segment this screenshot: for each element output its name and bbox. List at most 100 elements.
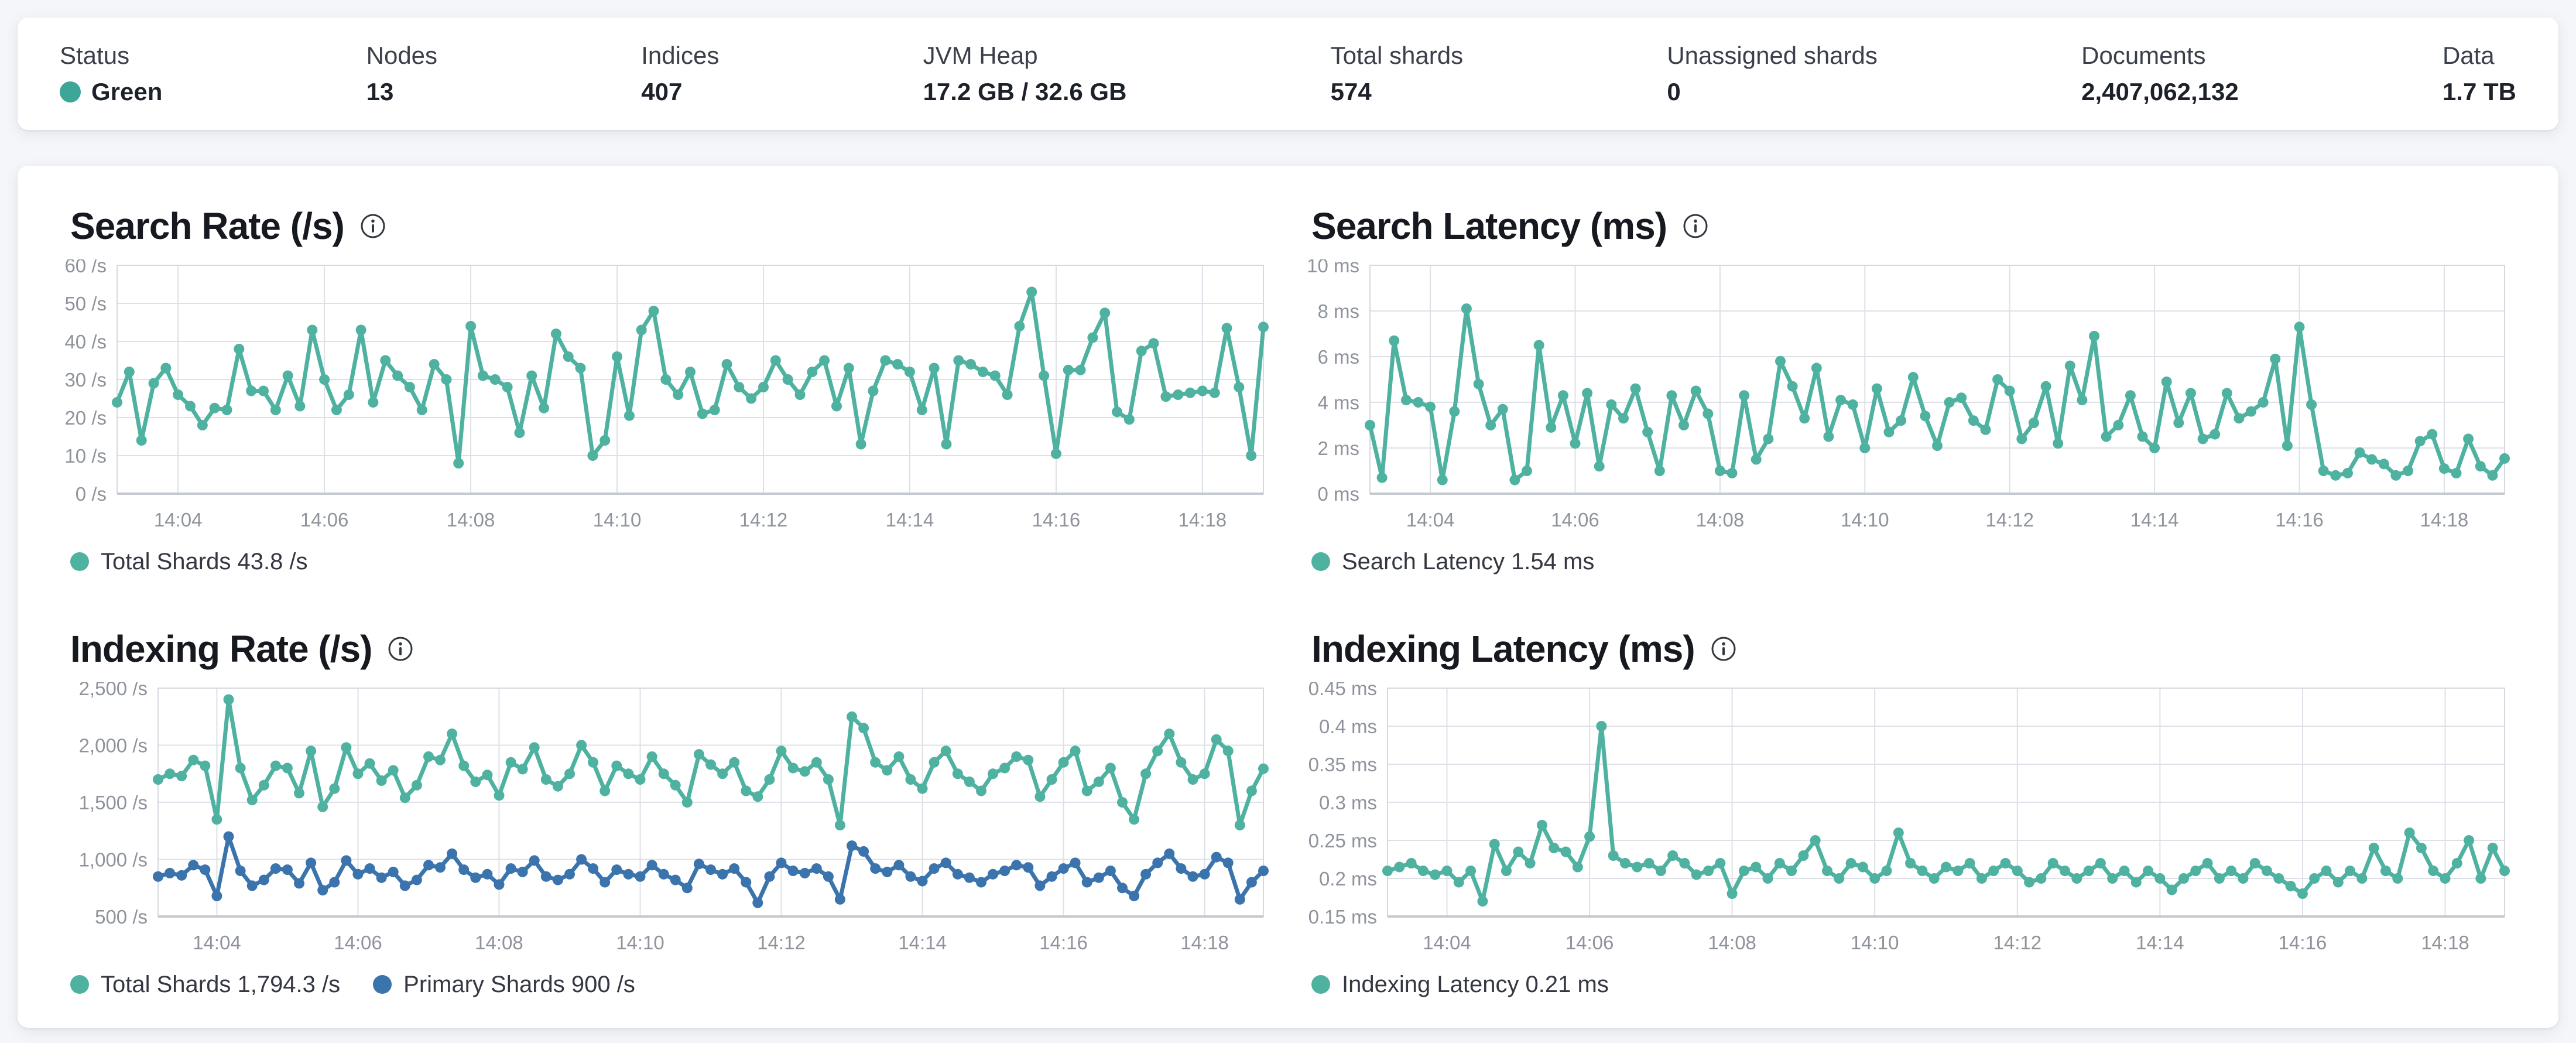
svg-text:14:08: 14:08 <box>475 932 523 953</box>
chart-search-rate: Search Rate (/s) 0 /s 10 /s 20 /s 30 /s 40 /… <box>53 201 1270 578</box>
chart-legend: Search Latency 1.54 ms <box>1311 545 2512 578</box>
svg-text:14:10: 14:10 <box>616 932 664 953</box>
stat-value: 17.2 GB / 32.6 GB <box>923 78 1127 105</box>
stat-unassigned-shards: Unassigned shards 0 <box>1667 42 1878 106</box>
chart-header: Search Rate (/s) <box>70 201 1270 251</box>
svg-text:14:18: 14:18 <box>1179 509 1227 531</box>
svg-text:0.25 ms: 0.25 ms <box>1308 830 1377 852</box>
svg-text:14:18: 14:18 <box>2421 932 2469 953</box>
stat-label: Total shards <box>1330 42 1464 69</box>
svg-text:14:16: 14:16 <box>1032 509 1081 531</box>
stat-value: 1.7 TB <box>2442 78 2516 105</box>
svg-text:10 /s: 10 /s <box>64 445 107 467</box>
status-health-dot-icon <box>60 81 81 102</box>
svg-text:0.4 ms: 0.4 ms <box>1319 716 1377 737</box>
legend-item: Total Shards 43.8 /s <box>70 549 308 575</box>
svg-text:14:16: 14:16 <box>2275 509 2324 531</box>
chart-title: Search Latency (ms) <box>1311 205 1667 247</box>
svg-text:14:04: 14:04 <box>1423 932 1471 953</box>
svg-text:0.45 ms: 0.45 ms <box>1308 682 1377 699</box>
legend-dot-icon <box>1311 975 1330 994</box>
svg-text:1,000 /s: 1,000 /s <box>79 849 148 871</box>
chart-indexing-rate: Indexing Rate (/s) 500 /s 1,000 /s 1,500 /… <box>53 624 1270 1001</box>
svg-text:0.15 ms: 0.15 ms <box>1308 906 1377 928</box>
stat-documents: Documents 2,407,062,132 <box>2081 42 2239 106</box>
legend-dot-icon <box>373 975 392 994</box>
svg-text:60 /s: 60 /s <box>64 259 107 276</box>
svg-text:14:14: 14:14 <box>2136 932 2184 953</box>
svg-text:14:08: 14:08 <box>1696 509 1745 531</box>
stat-label: Status <box>60 42 130 69</box>
chart-legend: Total Shards 43.8 /s <box>70 545 1270 578</box>
svg-text:14:12: 14:12 <box>1985 509 2034 531</box>
svg-text:1,500 /s: 1,500 /s <box>79 792 148 813</box>
svg-text:14:04: 14:04 <box>1406 509 1455 531</box>
svg-text:2,500 /s: 2,500 /s <box>79 682 148 699</box>
legend-label: Total Shards 1,794.3 /s <box>101 971 341 997</box>
indexing-latency-chart[interactable]: 0.15 ms 0.2 ms 0.25 ms 0.3 ms 0.35 ms 0.4 ms 0… <box>1294 682 2512 957</box>
svg-text:14:10: 14:10 <box>1851 932 1899 953</box>
svg-text:0.2 ms: 0.2 ms <box>1319 868 1377 890</box>
info-icon[interactable] <box>1682 213 1709 240</box>
svg-text:14:10: 14:10 <box>593 509 642 531</box>
status-text: Green <box>91 78 163 105</box>
stat-label: JVM Heap <box>923 42 1038 69</box>
svg-text:20 /s: 20 /s <box>64 407 107 429</box>
legend-label: Total Shards 43.8 /s <box>101 548 308 574</box>
svg-text:0 ms: 0 ms <box>1317 483 1359 505</box>
stat-value: 407 <box>641 78 683 105</box>
svg-text:14:14: 14:14 <box>898 932 947 953</box>
legend-dot-icon <box>70 552 89 571</box>
svg-text:14:16: 14:16 <box>1039 932 1088 953</box>
chart-title: Indexing Rate (/s) <box>70 628 372 670</box>
stat-jvm-heap: JVM Heap 17.2 GB / 32.6 GB <box>923 42 1127 106</box>
stat-value: 0 <box>1667 78 1681 105</box>
svg-text:14:06: 14:06 <box>334 932 382 953</box>
svg-text:14:12: 14:12 <box>1993 932 2041 953</box>
legend-item: Total Shards 1,794.3 /s <box>70 972 340 998</box>
legend-item: Search Latency 1.54 ms <box>1311 549 1594 575</box>
svg-text:2 ms: 2 ms <box>1317 437 1359 459</box>
svg-text:14:08: 14:08 <box>1708 932 1756 953</box>
svg-text:0.35 ms: 0.35 ms <box>1308 754 1377 775</box>
info-icon[interactable] <box>359 213 386 240</box>
stat-indices: Indices 407 <box>641 42 719 106</box>
search-latency-chart[interactable]: 0 ms 2 ms 4 ms 6 ms 8 ms 10 ms 14:04 14:06 14:08… <box>1294 259 2512 535</box>
svg-text:50 /s: 50 /s <box>64 293 107 314</box>
svg-text:6 ms: 6 ms <box>1317 346 1359 368</box>
svg-text:14:06: 14:06 <box>1566 932 1614 953</box>
cluster-status-bar: Status Green Nodes 13 Indices 407 JVM He… <box>18 18 2558 130</box>
svg-text:14:12: 14:12 <box>757 932 806 953</box>
status-value: Green <box>60 78 162 106</box>
svg-text:30 /s: 30 /s <box>64 369 107 391</box>
metrics-charts-panel: Search Rate (/s) 0 /s 10 /s 20 /s 30 /s 40 /… <box>18 166 2558 1028</box>
svg-text:4 ms: 4 ms <box>1317 392 1359 413</box>
chart-title: Search Rate (/s) <box>70 205 345 247</box>
svg-text:2,000 /s: 2,000 /s <box>79 735 148 757</box>
svg-text:8 ms: 8 ms <box>1317 300 1359 322</box>
svg-text:14:06: 14:06 <box>1551 509 1599 531</box>
indexing-rate-chart[interactable]: 500 /s 1,000 /s 1,500 /s 2,000 /s 2,500 /s 14… <box>53 682 1270 957</box>
legend-item: Indexing Latency 0.21 ms <box>1311 972 1609 998</box>
info-icon[interactable] <box>1710 635 1737 662</box>
svg-text:14:04: 14:04 <box>193 932 241 953</box>
chart-search-latency: Search Latency (ms) 0 ms 2 ms 4 ms 6 ms 8 ms… <box>1294 201 2512 578</box>
chart-title: Indexing Latency (ms) <box>1311 628 1695 670</box>
stat-total-shards: Total shards 574 <box>1331 42 1463 106</box>
info-icon[interactable] <box>387 635 414 662</box>
legend-item: Primary Shards 900 /s <box>373 972 635 998</box>
svg-text:14:14: 14:14 <box>2130 509 2179 531</box>
stat-value: 574 <box>1330 78 1372 105</box>
stat-label: Documents <box>2081 42 2206 69</box>
svg-text:500 /s: 500 /s <box>95 906 148 928</box>
svg-text:14:18: 14:18 <box>1180 932 1229 953</box>
charts-grid: Search Rate (/s) 0 /s 10 /s 20 /s 30 /s 40 /… <box>53 201 2558 1001</box>
svg-text:14:12: 14:12 <box>739 509 788 531</box>
svg-text:14:08: 14:08 <box>447 509 495 531</box>
stat-label: Indices <box>641 42 720 69</box>
chart-header: Indexing Rate (/s) <box>70 624 1270 674</box>
svg-text:14:06: 14:06 <box>300 509 349 531</box>
search-rate-chart[interactable]: 0 /s 10 /s 20 /s 30 /s 40 /s 50 /s 60 /s 14:04 1… <box>53 259 1270 535</box>
chart-header: Search Latency (ms) <box>1311 201 2512 251</box>
stat-value: 13 <box>366 78 394 105</box>
